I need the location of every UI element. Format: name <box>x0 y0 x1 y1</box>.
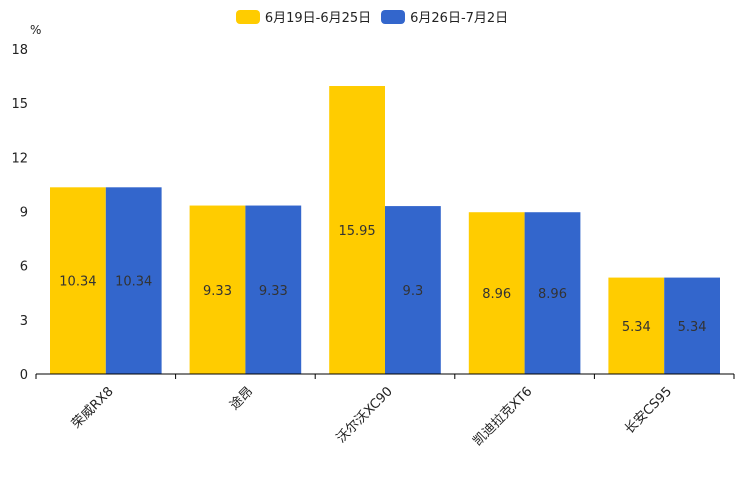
y-tick-label: 3 <box>20 314 28 329</box>
legend-label: 6月19日-6月25日 <box>264 11 372 26</box>
y-tick-label: 0 <box>20 368 28 383</box>
y-axis-unit: % <box>30 23 41 37</box>
data-label: 10.34 <box>115 275 152 290</box>
data-label: 8.96 <box>538 287 567 302</box>
y-tick-label: 12 <box>11 151 28 166</box>
data-label: 9.33 <box>203 284 232 299</box>
bar-1 <box>189 205 246 374</box>
x-tick-label: 荣威RX8 <box>69 384 117 432</box>
data-label: 15.95 <box>338 224 375 239</box>
bar-1 <box>468 212 525 374</box>
x-tick-label: 沃尔沃XC90 <box>334 384 396 446</box>
bar-1 <box>329 86 385 374</box>
bar-1 <box>608 277 665 374</box>
y-tick-label: 9 <box>20 206 28 221</box>
x-tick-label: 途昂 <box>227 384 257 414</box>
bar-2 <box>385 206 441 374</box>
legend-item-series-1[interactable]: 6月19日-6月25日 <box>235 7 372 26</box>
x-tick-label: 长安CS95 <box>622 384 675 437</box>
data-label: 10.34 <box>59 275 96 290</box>
data-label: 9.3 <box>403 284 424 299</box>
bar-2 <box>524 212 581 374</box>
legend-swatch <box>381 9 406 24</box>
x-tick-label: 凯迪拉克XT6 <box>470 384 535 449</box>
y-tick-label: 6 <box>20 260 28 275</box>
legend: 6月19日-6月25日 6月26日-7月2日 <box>0 7 744 26</box>
data-label: 8.96 <box>482 287 511 302</box>
bar-1 <box>50 187 106 374</box>
y-tick-label: 15 <box>11 97 28 112</box>
data-label: 5.34 <box>678 320 707 335</box>
legend-swatch <box>235 9 260 24</box>
bar-2 <box>245 205 302 374</box>
bar-2 <box>105 187 162 374</box>
data-label: 9.33 <box>259 284 288 299</box>
data-label: 5.34 <box>622 320 651 335</box>
legend-item-series-2[interactable]: 6月26日-7月2日 <box>381 7 508 26</box>
bar-2 <box>664 277 720 374</box>
legend-label: 6月26日-7月2日 <box>410 11 509 26</box>
y-tick-label: 18 <box>11 43 28 58</box>
